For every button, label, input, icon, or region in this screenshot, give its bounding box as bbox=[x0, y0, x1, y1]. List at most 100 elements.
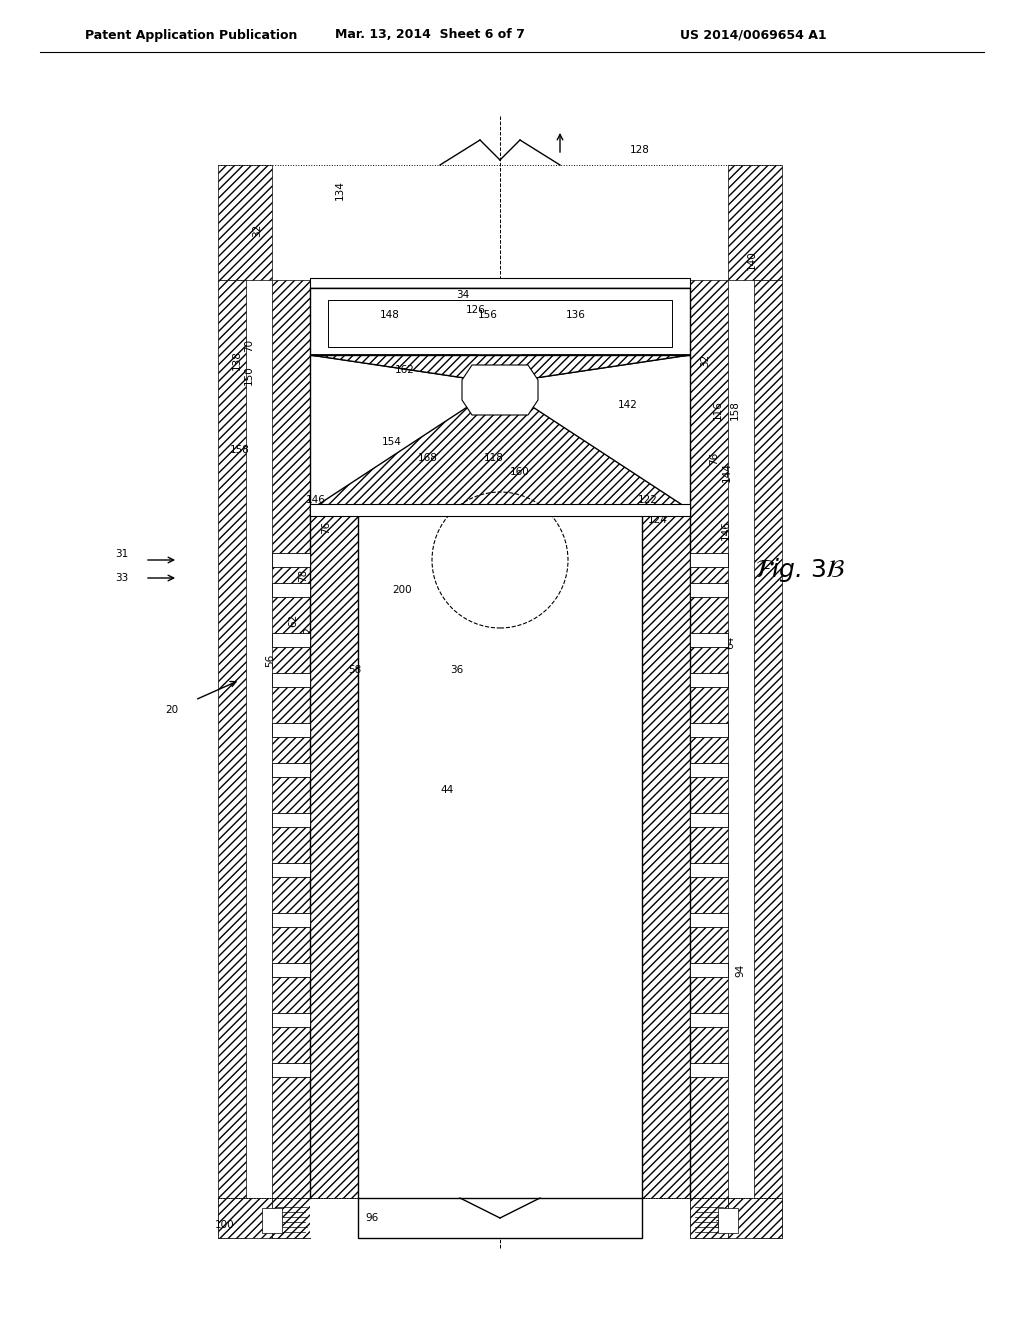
Text: 58: 58 bbox=[348, 665, 361, 675]
Text: 146: 146 bbox=[721, 520, 731, 540]
Text: 158: 158 bbox=[730, 400, 740, 420]
Bar bbox=[310, 510, 690, 1238]
Bar bbox=[690, 553, 728, 568]
Bar bbox=[272, 1063, 310, 1077]
Bar bbox=[690, 1199, 728, 1238]
Bar bbox=[728, 1199, 782, 1238]
Bar bbox=[358, 1199, 642, 1238]
Text: 166: 166 bbox=[500, 366, 520, 375]
Text: 64: 64 bbox=[725, 635, 735, 648]
Bar bbox=[690, 813, 728, 828]
Text: 136: 136 bbox=[566, 310, 586, 319]
Text: US 2014/0069654 A1: US 2014/0069654 A1 bbox=[680, 29, 826, 41]
Text: 56: 56 bbox=[265, 653, 275, 667]
Text: 148: 148 bbox=[380, 310, 400, 319]
Bar bbox=[690, 673, 728, 686]
Text: 138: 138 bbox=[232, 350, 242, 370]
Text: Mar. 13, 2014  Sheet 6 of 7: Mar. 13, 2014 Sheet 6 of 7 bbox=[335, 29, 525, 41]
Bar bbox=[262, 1208, 282, 1233]
Text: 70: 70 bbox=[244, 338, 254, 351]
Bar bbox=[690, 1063, 728, 1077]
Text: 76: 76 bbox=[709, 451, 719, 465]
Bar bbox=[754, 280, 782, 1238]
Text: 36: 36 bbox=[450, 665, 463, 675]
Text: 94: 94 bbox=[735, 964, 745, 977]
Text: 142: 142 bbox=[618, 400, 638, 411]
Text: 200: 200 bbox=[392, 585, 412, 595]
Text: 150: 150 bbox=[244, 366, 254, 385]
Bar bbox=[272, 634, 310, 647]
Text: 144: 144 bbox=[722, 462, 732, 482]
Polygon shape bbox=[462, 366, 538, 414]
Bar bbox=[718, 1208, 738, 1233]
Text: 34: 34 bbox=[456, 290, 469, 300]
Bar bbox=[642, 510, 690, 1199]
Text: 32: 32 bbox=[252, 223, 262, 236]
Bar bbox=[272, 280, 310, 1238]
Polygon shape bbox=[310, 355, 478, 380]
Text: 44: 44 bbox=[440, 785, 454, 795]
Bar bbox=[272, 813, 310, 828]
Text: 156: 156 bbox=[478, 310, 498, 319]
Bar bbox=[358, 510, 642, 1199]
Bar bbox=[728, 165, 782, 280]
Bar bbox=[218, 280, 246, 1238]
Bar bbox=[690, 964, 728, 977]
Bar bbox=[218, 1199, 272, 1238]
Text: 100: 100 bbox=[715, 1220, 734, 1230]
Text: 62: 62 bbox=[288, 614, 298, 627]
Bar bbox=[690, 863, 728, 876]
Text: 52: 52 bbox=[285, 553, 295, 566]
Bar bbox=[272, 863, 310, 876]
Bar bbox=[690, 1012, 728, 1027]
Bar bbox=[218, 165, 272, 280]
Bar bbox=[310, 279, 690, 288]
Bar bbox=[272, 553, 310, 568]
Bar bbox=[310, 504, 690, 516]
Bar bbox=[690, 634, 728, 647]
Text: 134: 134 bbox=[335, 180, 345, 199]
Bar bbox=[690, 723, 728, 737]
Bar bbox=[690, 280, 728, 1238]
Bar bbox=[272, 964, 310, 977]
Text: 78: 78 bbox=[298, 569, 308, 582]
Text: 140: 140 bbox=[746, 249, 757, 269]
Bar bbox=[328, 300, 672, 347]
Bar bbox=[272, 913, 310, 927]
Bar bbox=[690, 913, 728, 927]
Bar bbox=[272, 673, 310, 686]
Text: Patent Application Publication: Patent Application Publication bbox=[85, 29, 297, 41]
Text: 158: 158 bbox=[230, 445, 250, 455]
Text: 146: 146 bbox=[306, 495, 326, 506]
Text: 160: 160 bbox=[510, 467, 529, 477]
Text: 20: 20 bbox=[165, 705, 178, 715]
Text: 118: 118 bbox=[484, 453, 504, 463]
Text: 33: 33 bbox=[115, 573, 128, 583]
Text: 122: 122 bbox=[638, 495, 657, 506]
Bar bbox=[272, 1199, 310, 1238]
Bar bbox=[310, 355, 690, 510]
Text: 126: 126 bbox=[466, 305, 485, 315]
Bar bbox=[310, 510, 358, 1199]
Text: 96: 96 bbox=[365, 1213, 378, 1224]
Bar bbox=[272, 583, 310, 597]
Text: 100: 100 bbox=[215, 1220, 234, 1230]
Polygon shape bbox=[310, 355, 690, 380]
Bar bbox=[310, 288, 690, 355]
Text: 168: 168 bbox=[418, 453, 438, 463]
Bar bbox=[272, 723, 310, 737]
Text: 154: 154 bbox=[382, 437, 401, 447]
Polygon shape bbox=[310, 400, 690, 510]
Polygon shape bbox=[522, 355, 690, 380]
Bar bbox=[272, 1012, 310, 1027]
Text: 162: 162 bbox=[395, 366, 415, 375]
Text: 128: 128 bbox=[630, 145, 650, 154]
Bar bbox=[690, 583, 728, 597]
Text: 32: 32 bbox=[700, 354, 710, 367]
Text: 31: 31 bbox=[115, 549, 128, 558]
Text: $\mathcal{F}$ig. $3\mathcal{B}$: $\mathcal{F}$ig. $3\mathcal{B}$ bbox=[755, 556, 846, 583]
Text: 76: 76 bbox=[321, 520, 331, 533]
Bar bbox=[690, 763, 728, 777]
Text: 116: 116 bbox=[713, 400, 723, 420]
Text: 132: 132 bbox=[303, 626, 313, 645]
